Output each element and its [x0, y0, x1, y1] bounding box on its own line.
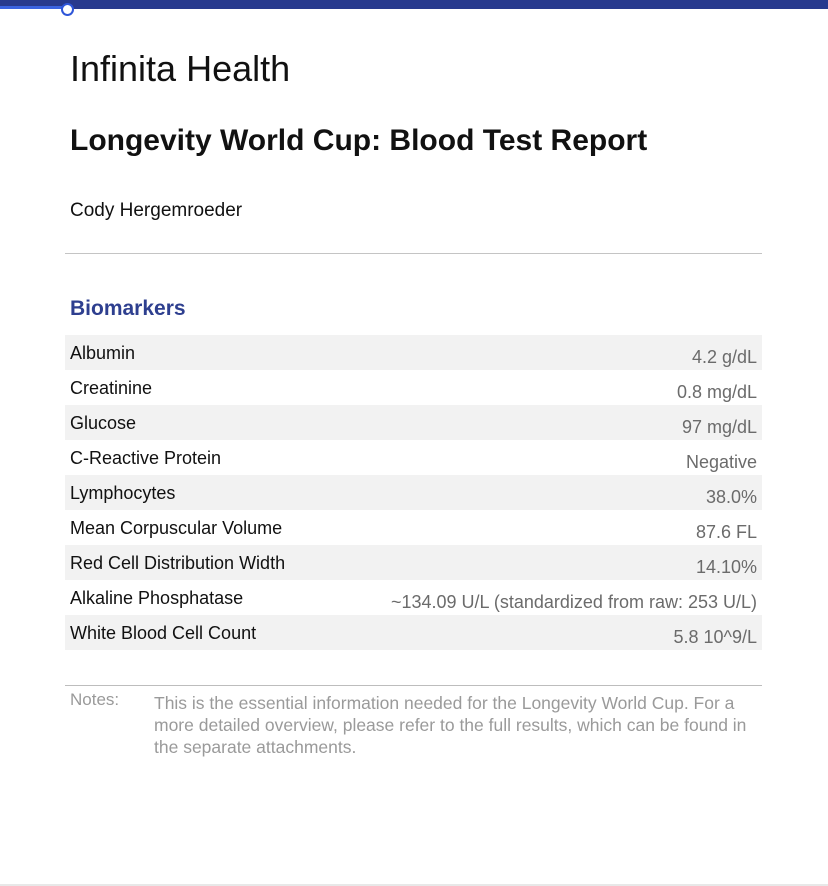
- biomarker-name: Red Cell Distribution Width: [70, 553, 286, 573]
- reading-progress-bar: [0, 0, 828, 16]
- organization-name: Infinita Health: [70, 48, 291, 89]
- biomarker-name: Mean Corpuscular Volume: [70, 518, 283, 538]
- table-row: Mean Corpuscular Volume 87.6 FL: [65, 510, 762, 545]
- biomarker-value: ~134.09 U/L (standardized from raw: 253 …: [390, 592, 757, 612]
- table-row: C-Reactive Protein Negative: [65, 440, 762, 475]
- biomarker-name: C-Reactive Protein: [70, 448, 222, 468]
- biomarker-value: 5.8 10^9/L: [673, 627, 757, 647]
- table-row: Lymphocytes 38.0%: [65, 475, 762, 510]
- biomarker-value: 38.0%: [705, 487, 757, 507]
- biomarker-name: White Blood Cell Count: [70, 623, 257, 643]
- patient-name: Cody Hergemroeder: [70, 200, 243, 221]
- biomarker-name: Glucose: [70, 413, 137, 433]
- biomarker-value: 97 mg/dL: [681, 417, 757, 437]
- table-row: Glucose 97 mg/dL: [65, 405, 762, 440]
- biomarker-value: 87.6 FL: [695, 522, 757, 542]
- notes-text: This is the essential information needed…: [154, 693, 747, 757]
- progress-handle[interactable]: [61, 3, 74, 16]
- page-bottom-edge: [0, 884, 828, 886]
- biomarker-value: 0.8 mg/dL: [676, 382, 757, 402]
- biomarker-name: Albumin: [70, 343, 136, 363]
- table-row: Red Cell Distribution Width 14.10%: [65, 545, 762, 580]
- biomarker-value: Negative: [685, 452, 757, 472]
- biomarkers-section-title: Biomarkers: [70, 297, 186, 320]
- notes-label: Notes:: [70, 690, 120, 709]
- biomarker-table: Albumin 4.2 g/dL Creatinine 0.8 mg/dL Gl…: [65, 335, 762, 650]
- table-row: Creatinine 0.8 mg/dL: [65, 370, 762, 405]
- report-title: Longevity World Cup: Blood Test Report: [70, 124, 648, 157]
- biomarker-value: 4.2 g/dL: [691, 347, 757, 367]
- biomarker-name: Alkaline Phosphatase: [70, 588, 244, 608]
- biomarker-value: 14.10%: [695, 557, 757, 577]
- notes-divider: [65, 685, 762, 686]
- biomarker-name: Lymphocytes: [70, 483, 176, 503]
- biomarker-name: Creatinine: [70, 378, 153, 398]
- table-row: Albumin 4.2 g/dL: [65, 335, 762, 370]
- progress-fill: [0, 6, 66, 9]
- table-row: White Blood Cell Count 5.8 10^9/L: [65, 615, 762, 650]
- table-row: Alkaline Phosphatase ~134.09 U/L (standa…: [65, 580, 762, 615]
- header-divider: [65, 253, 762, 254]
